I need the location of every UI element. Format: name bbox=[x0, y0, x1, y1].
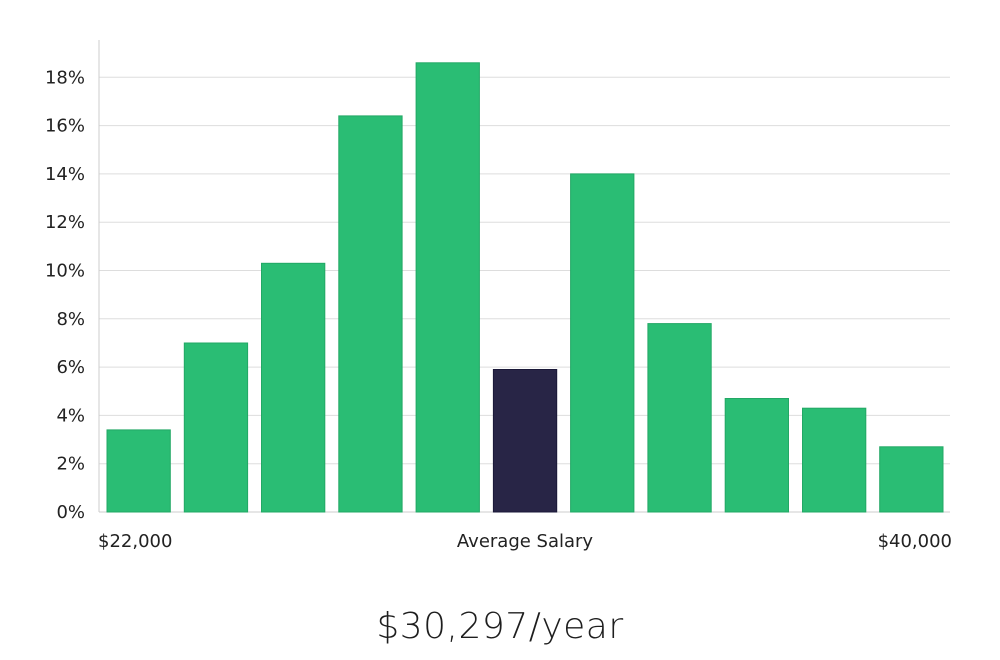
y-tick-label: 12% bbox=[45, 212, 85, 233]
bar bbox=[415, 62, 480, 513]
bars bbox=[106, 62, 944, 513]
bar bbox=[647, 323, 712, 513]
bar bbox=[724, 398, 790, 513]
y-tick-label: 10% bbox=[45, 261, 85, 282]
x-start-label: $22,000 bbox=[98, 531, 172, 552]
y-tick-label: 4% bbox=[56, 405, 85, 426]
y-tick-label: 14% bbox=[45, 164, 85, 185]
y-tick-label: 2% bbox=[56, 454, 85, 475]
y-tick-label: 0% bbox=[56, 502, 85, 523]
bar bbox=[261, 262, 326, 513]
bar bbox=[570, 173, 635, 513]
y-tick-label: 6% bbox=[56, 357, 85, 378]
bar-highlighted bbox=[492, 369, 558, 513]
bar bbox=[183, 342, 249, 513]
y-tick-label: 16% bbox=[45, 116, 85, 137]
x-end-label: $40,000 bbox=[878, 531, 952, 552]
x-axis-title: Average Salary bbox=[457, 531, 594, 552]
bar bbox=[802, 407, 867, 513]
y-tick-labels: 0% 2% 4% 6% 8% 10% 12% 14% 16% 18% bbox=[45, 67, 85, 523]
bar bbox=[106, 429, 171, 513]
bar bbox=[879, 446, 944, 513]
y-tick-label: 8% bbox=[56, 309, 85, 330]
y-tick-label: 18% bbox=[45, 67, 85, 88]
salary-histogram: 0% 2% 4% 6% 8% 10% 12% 14% 16% 18% $22,000 Averag… bbox=[45, 40, 952, 552]
bar bbox=[338, 115, 403, 513]
average-salary-value: $30,297/year bbox=[376, 606, 624, 647]
